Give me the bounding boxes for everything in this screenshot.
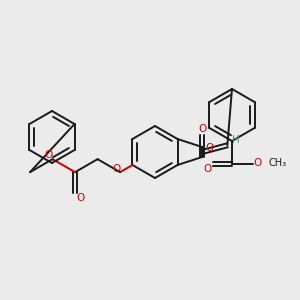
Text: O: O [76, 194, 84, 203]
Text: O: O [203, 164, 211, 174]
Text: O: O [112, 164, 120, 174]
Text: H: H [232, 135, 240, 145]
Text: O: O [254, 158, 262, 168]
Text: O: O [198, 124, 206, 134]
Text: O: O [44, 150, 53, 160]
Text: CH₃: CH₃ [269, 158, 287, 168]
Text: O: O [205, 143, 213, 153]
